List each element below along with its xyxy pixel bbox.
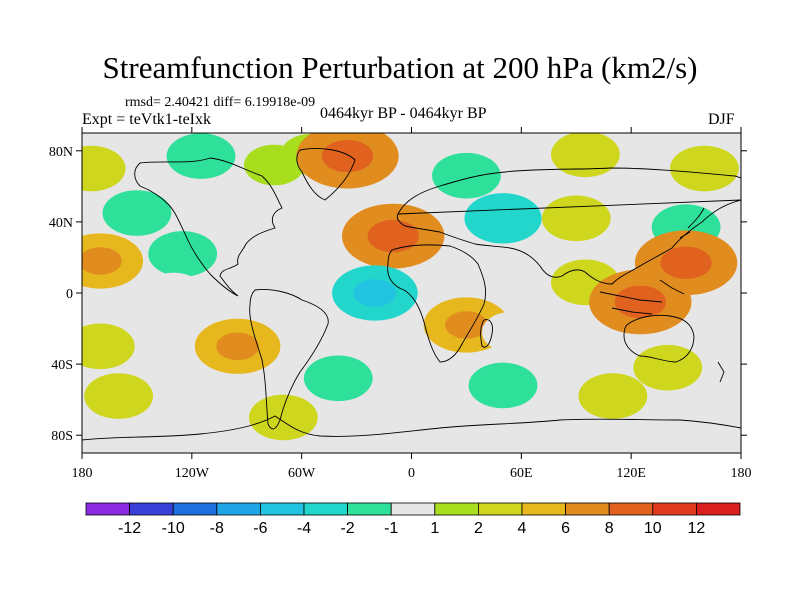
x-tick-label-2: 60W xyxy=(288,466,316,481)
y-axis: 80N 40N 0 40S 80S xyxy=(49,145,747,444)
colorbar-swatch-9 xyxy=(477,502,523,516)
coast-madagascar xyxy=(480,319,493,348)
colorbar-label-5: -2 xyxy=(340,520,354,537)
field-anomaly-core-11 xyxy=(367,219,419,253)
coast-antarctica xyxy=(82,415,741,441)
field-anomaly-9 xyxy=(102,190,172,236)
field-anomaly-7 xyxy=(669,145,739,192)
x-axis: 180 120W 60W 0 60E 120E 180 xyxy=(72,127,752,481)
chart-title: Streamfunction Perturbation at 200 hPa (… xyxy=(102,50,698,85)
colorbar-label-6: -1 xyxy=(384,520,398,537)
colorbar-swatch-14 xyxy=(696,502,741,516)
colorbar-label-9: 4 xyxy=(518,520,527,537)
field-anomaly-core-3 xyxy=(321,139,374,173)
coast-greenland xyxy=(296,148,356,201)
coast-africa xyxy=(387,244,487,363)
colorbar-swatch-4 xyxy=(259,502,305,516)
x-tick-label-6: 180 xyxy=(731,466,752,481)
y-tick-label-2: 0 xyxy=(66,287,73,302)
y-tick-label-0: 80N xyxy=(49,145,73,160)
coast-europe-asia xyxy=(396,167,741,285)
y-tick-label-4: 80S xyxy=(51,429,73,444)
field-anomaly-core-19 xyxy=(353,279,397,307)
colorbar-label-7: 1 xyxy=(430,520,439,537)
field-anomaly-29 xyxy=(303,355,373,402)
field-anomaly-core-23 xyxy=(614,285,666,319)
colorbar-swatch-13 xyxy=(652,502,697,516)
colorbar-label-2: -8 xyxy=(210,520,224,537)
colorbar-label-12: 10 xyxy=(644,520,662,537)
colorbar-label-10: 6 xyxy=(561,520,570,537)
colorbar-swatch-11 xyxy=(565,502,610,516)
field-anomaly-core-15 xyxy=(82,247,122,275)
colorbar-label-11: 8 xyxy=(605,520,614,537)
field-anomaly-34 xyxy=(692,397,741,438)
field-anomaly-33 xyxy=(248,394,318,441)
colorbar-swatch-0 xyxy=(85,502,130,516)
coast-south-america xyxy=(249,289,329,430)
field-anomaly-26 xyxy=(555,329,616,371)
colorbar-swatch-12 xyxy=(608,502,654,516)
colorbar-swatch-7 xyxy=(390,502,436,516)
period-label: 0464kyr BP - 0464kyr BP xyxy=(320,105,487,122)
field-anomaly-12 xyxy=(464,193,542,244)
coastlines xyxy=(82,148,741,441)
stats-label: rmsd= 2.40421 diff= 6.19918e-09 xyxy=(125,95,316,110)
field-anomaly-core-16 xyxy=(660,246,712,279)
field-anomaly-20 xyxy=(436,254,497,296)
field-anomaly-5 xyxy=(551,133,620,178)
coast-australia xyxy=(623,314,695,363)
field-anomaly-13 xyxy=(541,195,611,242)
field-anomaly-28 xyxy=(633,344,703,391)
colorbar-label-8: 2 xyxy=(474,520,483,537)
field-anomaly-30 xyxy=(468,362,538,409)
colorbar-label-4: -4 xyxy=(297,520,311,537)
colorbar-label-13: 12 xyxy=(688,520,706,537)
season-label: DJF xyxy=(708,111,735,128)
field-anomaly-8 xyxy=(82,145,126,192)
colorbar-label-1: -10 xyxy=(162,520,185,537)
coast-new-zealand xyxy=(717,361,725,383)
field-anomaly-18 xyxy=(143,272,204,314)
x-tick-label-0: 180 xyxy=(72,466,93,481)
coast-indonesia xyxy=(599,279,685,315)
field-anomaly-10 xyxy=(148,231,218,277)
x-tick-label-1: 120W xyxy=(175,466,210,481)
x-tick-label-3: 0 xyxy=(408,466,415,481)
y-tick-label-1: 40N xyxy=(49,216,73,231)
experiment-label: Expt = teVtk1-teIxk xyxy=(82,111,211,128)
field-anomaly-27 xyxy=(683,317,741,358)
coast-japan xyxy=(679,207,705,239)
colorbar-swatch-5 xyxy=(303,502,348,516)
colorbar-label-0: -12 xyxy=(118,520,141,537)
field-contours xyxy=(82,133,741,441)
field-anomaly-0 xyxy=(166,133,236,179)
colorbar-swatch-2 xyxy=(172,502,218,516)
field-anomaly-32 xyxy=(84,373,154,419)
field-anomaly-22 xyxy=(481,311,543,353)
colorbar-label-3: -6 xyxy=(253,520,267,537)
field-anomaly-6 xyxy=(610,174,671,216)
colorbar-swatch-3 xyxy=(216,502,261,516)
x-tick-label-4: 60E xyxy=(510,466,533,481)
coast-north-america xyxy=(134,157,283,297)
colorbar-swatch-8 xyxy=(434,502,479,516)
y-tick-label-3: 40S xyxy=(51,358,73,373)
field-anomaly-core-25 xyxy=(216,332,259,361)
field-anomaly-31 xyxy=(578,373,648,419)
field-anomaly-4 xyxy=(432,152,501,199)
field-anomaly-24 xyxy=(82,323,135,370)
colorbar-swatch-6 xyxy=(347,502,392,516)
colorbar: -12 -10 -8 -6 -4 -2 -1 1 2 4 6 8 10 12 xyxy=(85,502,741,537)
colorbar-swatch-10 xyxy=(521,502,566,516)
x-tick-label-5: 120E xyxy=(616,466,646,481)
colorbar-swatch-1 xyxy=(129,502,174,516)
